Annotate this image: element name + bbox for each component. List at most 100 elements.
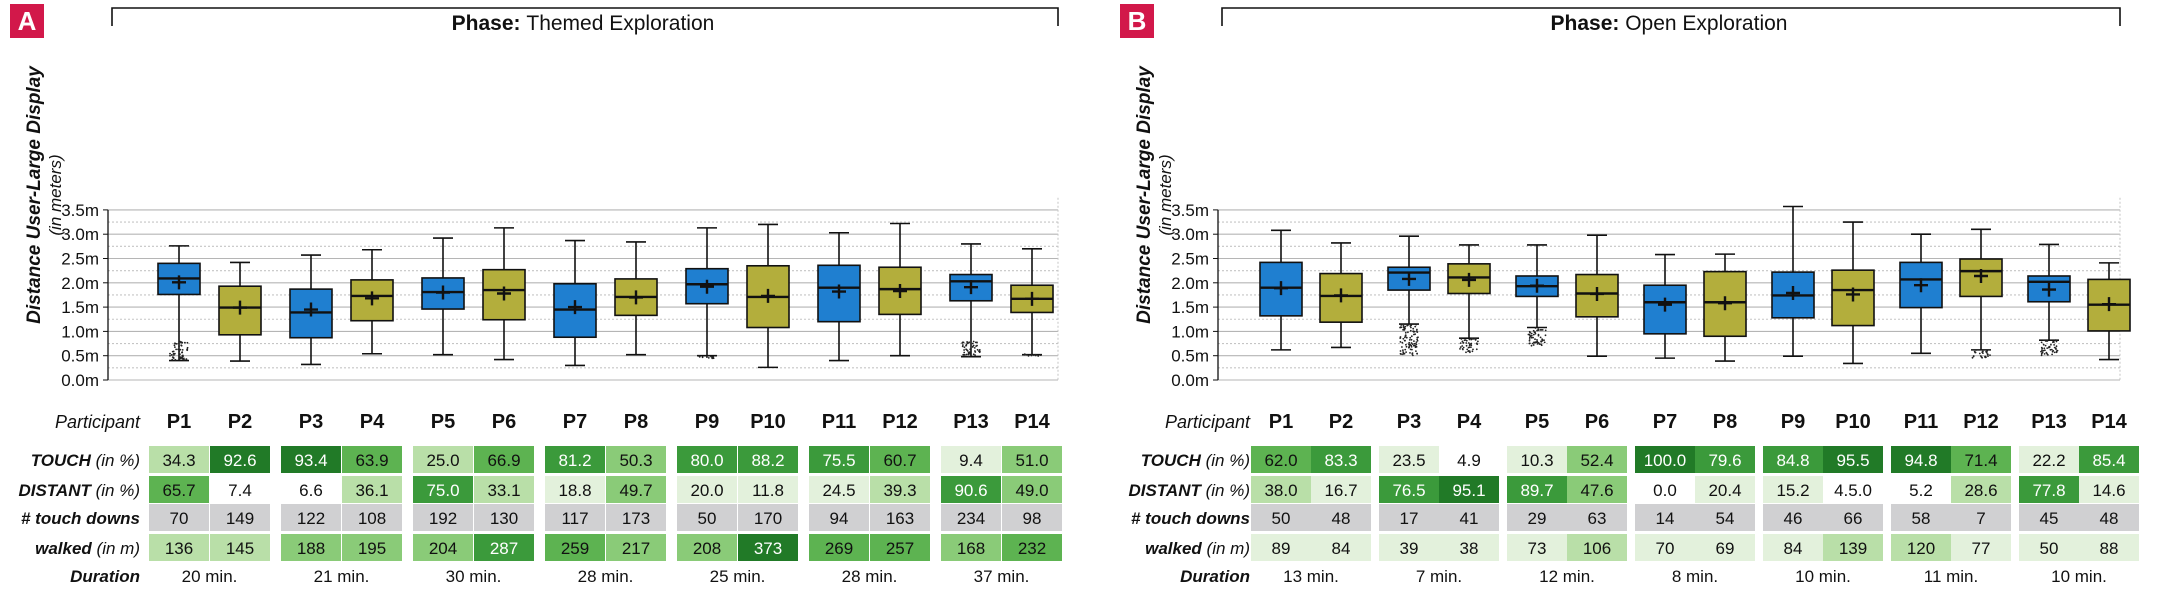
mean-marker xyxy=(436,285,450,300)
table-cell-walked xyxy=(281,534,341,561)
table-cell-walked xyxy=(1951,534,2011,561)
participant-label: P2 xyxy=(1329,411,1353,433)
table-value-distant: 65.7 xyxy=(162,481,195,500)
table-value-distant: 95.1 xyxy=(1452,481,1485,500)
table-cell-distant xyxy=(1763,476,1823,503)
outlier-point xyxy=(1534,341,1537,344)
table-value-touchdowns: 94 xyxy=(830,509,849,528)
outlier-point xyxy=(1413,333,1415,336)
table-cell-touch xyxy=(1763,446,1823,473)
table-value-walked: 89 xyxy=(1272,539,1291,558)
outlier-points xyxy=(698,355,715,360)
mean-marker xyxy=(700,279,714,294)
table-cell-touchdowns xyxy=(1379,504,1439,531)
phase-bracket xyxy=(111,7,1059,26)
table-value-distant: 36.1 xyxy=(355,481,388,500)
table-cell-touch xyxy=(1251,446,1311,473)
table-value-duration: 28 min. xyxy=(842,567,898,586)
participant-label: P4 xyxy=(360,411,385,433)
row-label-touchdowns: # touch downs xyxy=(21,509,140,528)
table-value-touch: 66.9 xyxy=(487,451,520,470)
table-cell-walked xyxy=(1311,534,1371,561)
participant-label: P8 xyxy=(1713,411,1737,433)
outlier-point xyxy=(712,356,714,359)
row-label-distant: DISTANT (in %) xyxy=(1128,481,1250,500)
mean-marker xyxy=(2102,297,2116,312)
box-p3 xyxy=(289,254,333,366)
table-value-walked: 70 xyxy=(1656,539,1675,558)
outlier-point xyxy=(174,358,177,361)
table-value-touch: 75.5 xyxy=(822,451,855,470)
y-tick-label: 3.0m xyxy=(1171,225,1209,244)
outlier-point xyxy=(1528,333,1531,336)
outlier-point xyxy=(1399,337,1402,339)
outlier-point xyxy=(2043,339,2046,342)
table-cell-distant xyxy=(342,476,402,503)
outlier-point xyxy=(1532,329,1535,332)
table-cell-walked xyxy=(2019,534,2079,561)
table-cell-walked xyxy=(1695,534,1755,561)
table-cell-touchdowns xyxy=(2079,504,2139,531)
table-value-touch: 88.2 xyxy=(751,451,784,470)
table-cell-distant xyxy=(413,476,473,503)
outlier-point xyxy=(175,343,178,345)
table-cell-walked xyxy=(941,534,1001,561)
table-value-touchdowns: 149 xyxy=(226,509,254,528)
box-p10 xyxy=(1831,221,1875,365)
table-value-walked: 217 xyxy=(622,539,650,558)
outlier-point xyxy=(962,344,964,346)
outlier-point xyxy=(1039,354,1042,356)
y-tick-label: 3.5m xyxy=(1171,201,1209,220)
table-value-touchdowns: 117 xyxy=(561,509,588,528)
outlier-point xyxy=(967,351,970,354)
outlier-point xyxy=(1410,346,1413,348)
row-label-walked: walked (in m) xyxy=(35,539,140,558)
outlier-point xyxy=(173,354,175,356)
phase-title: Phase: Open Exploration xyxy=(1551,12,1788,35)
table-cell-touch xyxy=(1635,446,1695,473)
table-cell-touch xyxy=(870,446,930,473)
outlier-point xyxy=(961,345,964,348)
table-cell-touchdowns xyxy=(1891,504,1951,531)
outlier-point xyxy=(1404,325,1407,328)
outlier-point xyxy=(974,354,976,356)
table-value-touchdowns: 108 xyxy=(358,509,386,528)
outlier-points xyxy=(1459,337,1479,354)
table-value-duration: 25 min. xyxy=(710,567,766,586)
outlier-point xyxy=(2055,350,2058,352)
outlier-point xyxy=(1416,331,1419,333)
box-p2 xyxy=(1319,242,1363,349)
table-cell-touch xyxy=(474,446,534,473)
participant-label: P8 xyxy=(624,411,648,433)
y-tick-label: 2.5m xyxy=(61,250,99,269)
outlier-point xyxy=(1408,339,1411,341)
y-tick-label: 1.0m xyxy=(1171,322,1209,341)
table-value-walked: 257 xyxy=(886,539,914,558)
outlier-point xyxy=(1537,328,1540,330)
outlier-point xyxy=(1403,339,1406,342)
participant-row-label: Participant xyxy=(1165,412,1251,432)
outlier-point xyxy=(971,342,974,345)
table-value-distant: 16.7 xyxy=(1324,481,1357,500)
row-label-duration: Duration xyxy=(1180,567,1250,586)
outlier-point xyxy=(172,350,175,353)
box-p1 xyxy=(1259,229,1303,351)
outlier-point xyxy=(178,345,180,347)
table-value-touchdowns: 163 xyxy=(886,509,914,528)
table-value-distant: 24.5 xyxy=(822,481,855,500)
mean-marker xyxy=(761,288,775,303)
y-tick-label: 0.5m xyxy=(1171,347,1209,366)
outlier-point xyxy=(1528,342,1531,345)
row-label-distant: DISTANT (in %) xyxy=(18,481,140,500)
outlier-point xyxy=(2040,354,2043,357)
outlier-point xyxy=(1474,338,1477,341)
table-cell-walked xyxy=(1567,534,1627,561)
outlier-point xyxy=(1989,354,1991,356)
table-value-touch: 23.5 xyxy=(1392,451,1425,470)
box-p14 xyxy=(2087,262,2131,361)
table-value-touch: 71.4 xyxy=(1964,451,1997,470)
outlier-point xyxy=(2046,347,2049,349)
box-p11 xyxy=(1899,233,1943,355)
outlier-point xyxy=(169,352,171,355)
outlier-point xyxy=(706,356,708,358)
